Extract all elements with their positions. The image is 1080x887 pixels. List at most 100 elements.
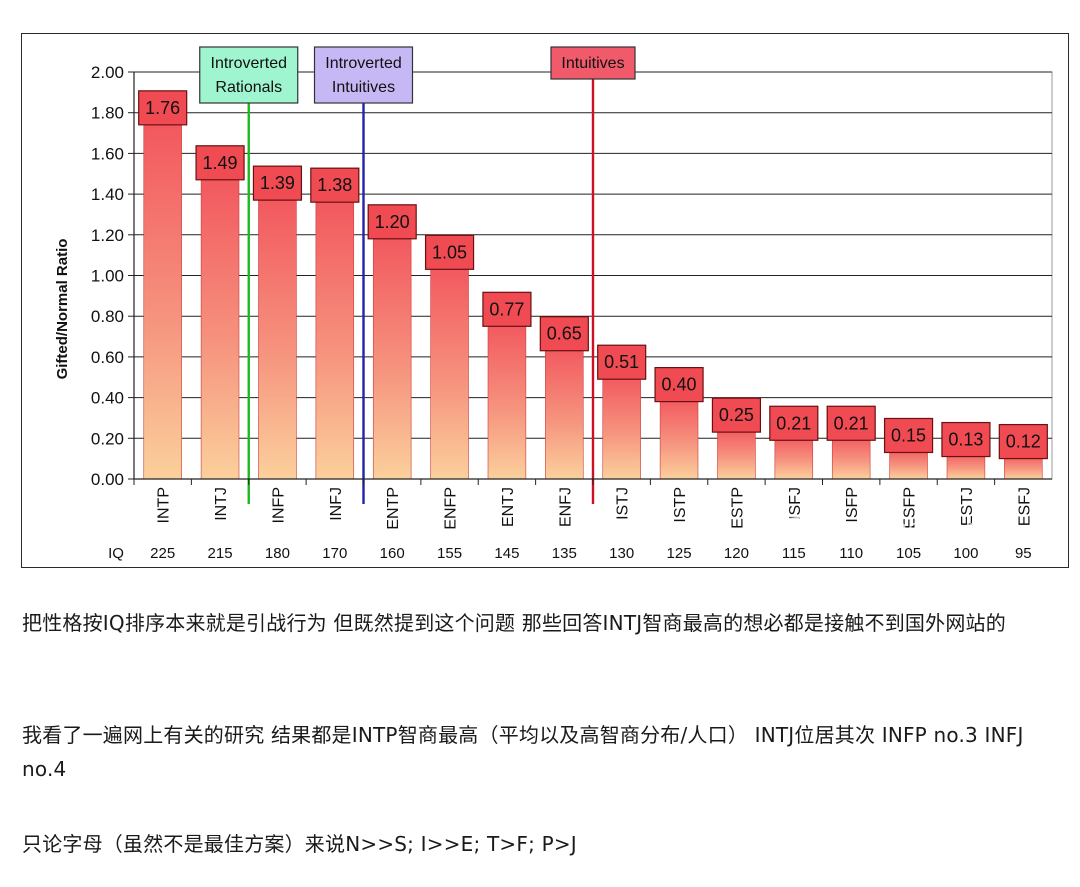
data-label-box — [826, 405, 876, 441]
category-label: ISTJ — [615, 487, 632, 520]
iq-value: 130 — [609, 545, 634, 562]
watermark: 知乎 @sanchezbabe — [757, 514, 995, 542]
data-label-box — [482, 291, 532, 327]
data-label-box — [367, 204, 417, 240]
group-annotation-box — [313, 46, 414, 104]
category-label: INFP — [270, 487, 287, 523]
iq-value: 110 — [839, 545, 863, 562]
iq-value: 115 — [782, 545, 806, 562]
y-tick-label: 0.80 — [91, 307, 124, 326]
data-label-box — [597, 344, 647, 380]
bar — [831, 435, 871, 480]
data-label: 1.05 — [432, 242, 467, 262]
bar — [545, 346, 584, 480]
iq-row-label: IQ — [108, 545, 124, 562]
y-tick-label: 0.60 — [91, 348, 124, 367]
data-label-box — [711, 397, 762, 433]
category-label: ESFP — [902, 487, 919, 529]
data-label: 0.21 — [834, 413, 869, 433]
y-tick-label: 2.00 — [91, 63, 124, 82]
y-axis-label: Gifted/Normal Ratio — [54, 239, 71, 380]
iq-value: 180 — [265, 545, 290, 562]
data-label: 0.25 — [719, 405, 754, 425]
data-label: 0.77 — [489, 299, 524, 319]
category-label: ENTJ — [500, 487, 517, 527]
iq-value: 145 — [494, 545, 519, 562]
article-paragraph-3: 只论字母（虽然不是最佳方案）来说N>>S; I>>E; T>F; P>J — [22, 832, 577, 856]
data-label: 0.13 — [948, 430, 983, 450]
category-label: ENFP — [443, 487, 460, 530]
data-label-box — [138, 90, 188, 126]
data-label: 0.51 — [604, 352, 639, 372]
iq-value: 120 — [724, 545, 749, 562]
iq-value: 105 — [896, 545, 921, 562]
bar — [315, 197, 355, 480]
bar — [143, 120, 182, 480]
bar — [200, 175, 240, 480]
category-label: ENFJ — [557, 487, 574, 527]
iq-value: 215 — [208, 545, 233, 562]
bar — [659, 397, 699, 480]
data-label: 0.21 — [776, 413, 811, 433]
data-label-box — [195, 145, 245, 181]
iq-value: 95 — [1015, 545, 1032, 562]
category-label: INTP — [156, 487, 173, 523]
iq-value: 225 — [150, 545, 175, 562]
bar — [372, 234, 412, 480]
iq-value: 135 — [552, 545, 577, 562]
category-label: ISFP — [844, 487, 861, 523]
category-label: ESTP — [729, 487, 746, 529]
group-annotation-box — [199, 46, 299, 104]
y-tick-label: 1.00 — [91, 267, 124, 286]
article-paragraph-1: 把性格按IQ排序本来就是引战行为 但既然提到这个问题 那些回答INTJ智商最高的… — [22, 611, 1006, 635]
iq-value: 100 — [953, 545, 978, 562]
article-paragraph-2: 我看了一遍网上有关的研究 结果都是INTP智商最高（平均以及高智商分布/人口） … — [22, 723, 1024, 781]
y-tick-label: 1.20 — [91, 226, 124, 245]
data-label-box — [998, 423, 1048, 460]
bar-chart: Introverted Rationals Introverted Intuitive… — [54, 46, 1053, 562]
y-tick-label: 1.40 — [91, 185, 124, 204]
category-label: ISFJ — [787, 487, 804, 520]
y-tick-label: 0.00 — [91, 470, 124, 489]
iq-value: 170 — [322, 545, 347, 562]
category-label: ESFJ — [1016, 487, 1033, 526]
category-label: INFJ — [328, 487, 345, 521]
data-label: 0.12 — [1006, 432, 1041, 452]
data-label: 1.76 — [145, 98, 180, 118]
category-label: ENTP — [385, 487, 402, 530]
bar — [258, 195, 297, 480]
data-label-box — [654, 367, 704, 403]
data-label-box — [252, 165, 303, 201]
data-label-box — [883, 417, 934, 454]
group-annotation-label: Intuitives — [561, 55, 624, 72]
y-tick-label: 0.20 — [91, 429, 124, 448]
y-tick-label: 1.60 — [91, 144, 124, 163]
data-label: 1.38 — [317, 175, 352, 195]
iq-value: 160 — [380, 545, 405, 562]
bar — [774, 435, 814, 480]
category-label: INTJ — [213, 487, 230, 521]
bar — [717, 427, 756, 480]
category-label: ISTP — [672, 487, 689, 523]
bar — [889, 448, 928, 480]
bar — [487, 322, 527, 480]
chart-figure: Introverted Rationals Introverted Intuitive… — [21, 33, 1069, 568]
data-label-box — [769, 405, 819, 441]
data-label: 1.20 — [375, 212, 410, 232]
data-label: 1.49 — [203, 153, 238, 173]
group-annotation-box — [550, 46, 636, 80]
group-annotation-label: Intuitives — [332, 79, 395, 96]
bar — [602, 374, 641, 480]
data-label-box — [424, 234, 475, 270]
data-label-box — [310, 167, 360, 203]
data-label: 0.65 — [547, 324, 582, 344]
y-tick-label: 1.80 — [91, 104, 124, 123]
iq-value: 155 — [437, 545, 462, 562]
data-label-box — [539, 316, 589, 352]
iq-value: 125 — [667, 545, 692, 562]
group-annotation-label: Introverted — [325, 55, 401, 72]
bar — [430, 265, 469, 480]
category-label: ESTJ — [959, 487, 976, 526]
group-annotation-label: Rationals — [215, 79, 282, 96]
data-label-box — [941, 421, 991, 458]
